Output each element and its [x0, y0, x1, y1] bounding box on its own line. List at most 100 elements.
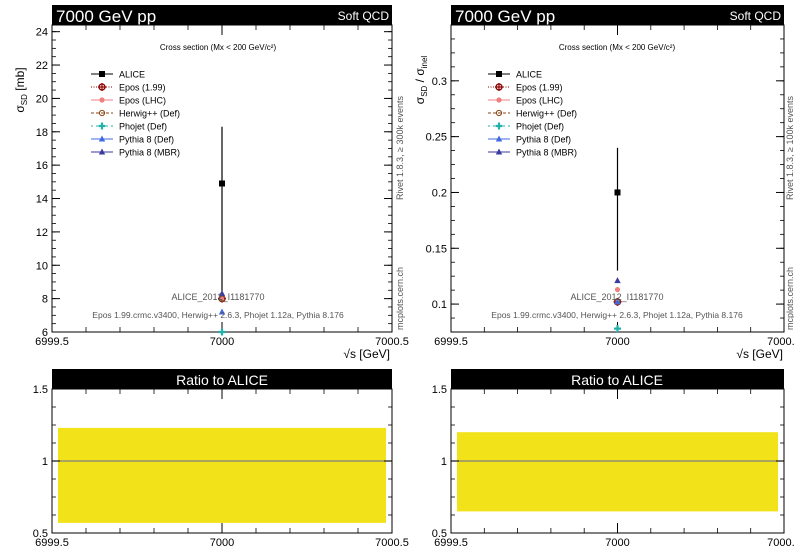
ratio-header: Ratio to ALICE — [176, 372, 268, 388]
y-tick-label: 8 — [42, 294, 48, 306]
legend-marker — [495, 148, 503, 155]
mcplots-side-label: mcplots.cern.ch — [395, 267, 405, 330]
y-tick-label: 0.5 — [432, 528, 447, 540]
y-tick-label: 6 — [42, 327, 48, 339]
plot-header-bar — [451, 5, 784, 25]
y-tick-label: 1 — [42, 456, 48, 468]
legend-marker — [99, 71, 105, 77]
ratio-header-bar — [52, 369, 392, 389]
generators-label: Epos 1.99.crmc.v3400, Herwig++ 2.6.3, Ph… — [491, 310, 743, 320]
chart-title: Cross section (Mx < 200 GeV/c²) — [160, 43, 277, 52]
legend-marker — [98, 109, 106, 117]
legend-label: Herwig++ (Def) — [516, 109, 577, 119]
y-tick-label: 14 — [36, 194, 48, 206]
y-tick-label: 0.2 — [432, 187, 447, 199]
legend-label: Epos (1.99) — [516, 83, 563, 93]
data-point — [218, 308, 226, 315]
data-point — [614, 189, 621, 196]
reference-label: ALICE_2012_I1181770 — [571, 292, 664, 302]
y-tick-label: 0.1 — [432, 299, 447, 311]
plot-header-right: Soft QCD — [730, 9, 782, 23]
legend-marker — [98, 122, 106, 130]
x-tick-label: 7000 — [605, 537, 629, 549]
legend-marker-cross — [495, 83, 503, 91]
data-point — [614, 298, 621, 305]
y-tick-label: 20 — [36, 93, 48, 105]
y-axis-label: σSD / σinel — [413, 56, 429, 105]
legend-label: Pythia 8 (Def) — [119, 135, 174, 145]
x-axis-label: √s [GeV] — [736, 347, 783, 361]
mcplots-side-label: mcplots.cern.ch — [785, 267, 794, 330]
legend-marker — [495, 122, 503, 130]
data-point — [614, 325, 621, 333]
legend-marker — [98, 135, 106, 142]
y-tick-label: 18 — [36, 127, 48, 139]
y-tick-label: 1 — [441, 456, 447, 468]
generators-label: Epos 1.99.crmc.v3400, Herwig++ 2.6.3, Ph… — [92, 310, 344, 320]
x-tick-label: 7000.5 — [375, 336, 409, 348]
legend-marker — [99, 97, 105, 103]
legend-label: Epos (1.99) — [119, 83, 166, 93]
legend-marker — [496, 71, 502, 77]
legend-label: Pythia 8 (MBR) — [516, 148, 577, 158]
rivet-side-label: Rivet 1.8.3, ≥ 100k events — [785, 96, 794, 200]
y-axis-label: σSD [mb] — [13, 67, 29, 112]
y-tick-label: 1.5 — [33, 384, 48, 396]
legend-label: ALICE — [119, 70, 145, 80]
chart-title: Cross section (Mx < 200 GeV/c²) — [559, 43, 676, 52]
plot-header-left: 7000 GeV pp — [455, 7, 555, 26]
ratio-error-band — [457, 432, 778, 512]
legend-marker-cross — [98, 83, 106, 91]
plot-header-right: Soft QCD — [338, 9, 390, 23]
legend-label: Epos (LHC) — [516, 96, 563, 106]
ratio-error-band — [58, 427, 386, 523]
y-tick-label: 22 — [36, 60, 48, 72]
x-tick-label: 6999.5 — [35, 537, 69, 549]
legend-label: Phojet (Def) — [119, 122, 167, 132]
x-tick-label: 6999.5 — [434, 537, 468, 549]
x-tick-label: 6999.5 — [434, 336, 468, 348]
ratio-header: Ratio to ALICE — [571, 372, 663, 388]
y-tick-label: 10 — [36, 260, 48, 272]
y-tick-label: 0.3 — [432, 76, 447, 88]
x-tick-label: 7000 — [210, 336, 234, 348]
x-tick-label: 7000.5 — [767, 537, 794, 549]
legend-marker — [98, 148, 106, 155]
x-axis-label: √s [GeV] — [343, 347, 390, 361]
legend-label: Herwig++ (Def) — [119, 109, 180, 119]
data-point — [218, 290, 226, 297]
x-tick-label: 7000.5 — [375, 537, 409, 549]
legend-label: Phojet (Def) — [516, 122, 564, 132]
legend-label: Pythia 8 (Def) — [516, 135, 571, 145]
legend-label: Pythia 8 (MBR) — [119, 148, 180, 158]
y-tick-label: 0.5 — [33, 528, 48, 540]
x-tick-label: 7000 — [210, 537, 234, 549]
plot-header-bar — [52, 5, 392, 25]
y-tick-label: 16 — [36, 160, 48, 172]
data-point — [218, 328, 226, 336]
legend-marker — [495, 135, 503, 142]
y-tick-label: 0.25 — [426, 132, 447, 144]
reference-label: ALICE_2012_I1181770 — [172, 292, 265, 302]
legend-label: ALICE — [516, 70, 542, 80]
x-tick-label: 7000.5 — [767, 336, 794, 348]
legend-marker — [495, 109, 503, 117]
rivet-side-label: Rivet 1.8.3, ≥ 300k events — [395, 96, 405, 200]
data-point — [614, 286, 621, 293]
y-tick-label: 12 — [36, 227, 48, 239]
plot-header-left: 7000 GeV pp — [56, 7, 156, 26]
legend-marker — [496, 97, 502, 103]
y-tick-label: 1.5 — [432, 384, 447, 396]
x-tick-label: 6999.5 — [35, 336, 69, 348]
data-point — [614, 277, 621, 284]
ratio-header-bar — [451, 369, 784, 389]
y-tick-label: 24 — [36, 27, 48, 39]
y-tick-label: 0.15 — [426, 243, 447, 255]
data-point — [219, 180, 225, 187]
legend-label: Epos (LHC) — [119, 96, 166, 106]
